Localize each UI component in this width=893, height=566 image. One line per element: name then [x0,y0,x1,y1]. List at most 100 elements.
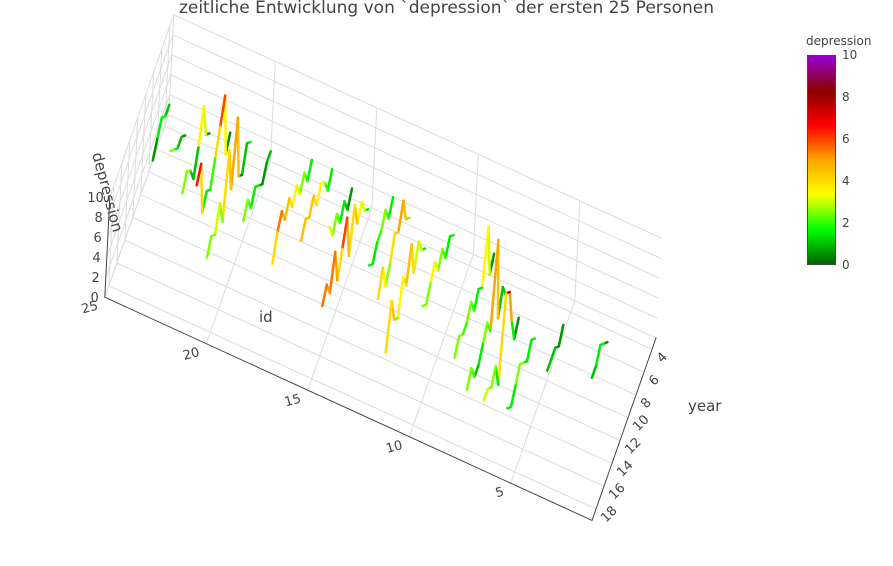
grid-layer [104,14,662,521]
trace-segment [271,231,279,266]
trace-segment [404,242,413,287]
trace-segment [477,342,485,367]
trace-segment [192,146,200,181]
wall-gridline [104,114,170,298]
trace-segment [189,169,195,181]
trace-segment [213,125,222,160]
wall-gridline [574,200,581,302]
trace-segment [473,364,480,379]
trace-segment [481,321,489,346]
trace-segment [164,103,171,118]
trace-id-16[interactable] [328,187,354,237]
trace-segment [195,162,203,187]
floor-gridline [108,285,597,510]
depression-tick-label: 6 [94,231,102,246]
year-tick-label: 14 [614,458,636,480]
wall-gridline [106,74,172,258]
trace-id-15[interactable] [321,200,370,308]
trace-segment [482,387,489,402]
trace-segment [261,161,269,186]
trace-segment [453,334,461,359]
trace-segment [181,170,189,195]
trace-segment [379,208,387,233]
id-axis-line [104,296,593,521]
trace-segment [151,137,159,162]
wall-gridline [169,94,658,319]
trace-id-13[interactable] [376,199,411,301]
colorbar-tick: 6 [842,132,850,146]
trace-segment [429,260,437,285]
trace-segment [384,299,393,354]
wall-gridline [171,54,660,279]
id-axis-title: id [259,308,273,326]
trace-id-5[interactable] [546,323,565,372]
trace-segment [199,162,204,214]
trace-segment [283,197,291,221]
wall-gridline [168,14,175,116]
year-axis-line [591,337,657,521]
trace-id-21[interactable] [205,116,252,259]
trace-id-24[interactable] [169,134,187,153]
year-tick-label: 6 [646,373,662,389]
trace-id-18[interactable] [271,158,314,266]
trace-segment [496,292,508,387]
wall-gridline [107,54,173,238]
trace-segment [299,217,307,242]
trace-id-25[interactable] [151,103,171,162]
wall-gridline [148,71,155,173]
id-tick-label: 20 [181,345,201,364]
wall-gridline [172,34,661,259]
trace-segment [249,185,257,210]
trace-segment [242,198,250,223]
trace-segment [205,234,213,259]
trace-id-20[interactable] [242,150,273,223]
trace-id-8[interactable] [465,238,508,391]
trace-id-7[interactable] [482,290,520,402]
floor-gridline [140,194,629,419]
trace-segment [323,180,329,192]
year-tick-label: 4 [654,350,670,366]
trace-id-22[interactable] [195,94,232,214]
trace-segment [240,142,249,177]
depression-tick-label: 10 [87,191,104,206]
trace-id-6[interactable] [506,337,537,410]
trace-segment [546,357,553,372]
wall-gridline [173,14,662,239]
year-tick-label: 8 [638,395,654,411]
trace-segment [388,232,397,267]
wall-gridline [371,107,378,209]
colorbar-tick: 0 [842,258,850,272]
trace-segment [218,94,227,129]
trace-segment [387,195,395,220]
wall-gridline [170,74,659,299]
trace-id-3[interactable] [590,340,609,380]
trace-segment [346,216,351,258]
floor-gridline [205,160,271,345]
trace-segment [489,364,497,389]
wall-gridline [108,34,174,218]
trace-id-14[interactable] [367,195,395,267]
trace-segment [376,266,385,301]
wall-gridline [472,153,479,255]
trace-segment [223,94,227,156]
trace-segment [590,365,598,380]
year-tick-label: 18 [598,504,620,526]
trace-id-12[interactable] [384,240,427,354]
colorbar-title: depression [806,34,872,48]
trace-id-11[interactable] [421,233,455,308]
trace-id-9[interactable] [453,225,496,359]
colorbar-tick: 4 [842,174,850,188]
trace-segment [321,283,329,308]
trace-segment [489,238,500,333]
trace-segment [396,275,405,320]
trace-segment [213,201,222,236]
trace-id-23[interactable] [181,104,211,195]
trace-segment [221,149,231,224]
trace-segment [338,200,346,224]
wall-gridline [108,185,115,287]
colorbar [807,55,836,265]
year-tick-label: 12 [622,435,644,457]
trace-segment [436,247,444,272]
trace-id-17[interactable] [299,167,334,242]
